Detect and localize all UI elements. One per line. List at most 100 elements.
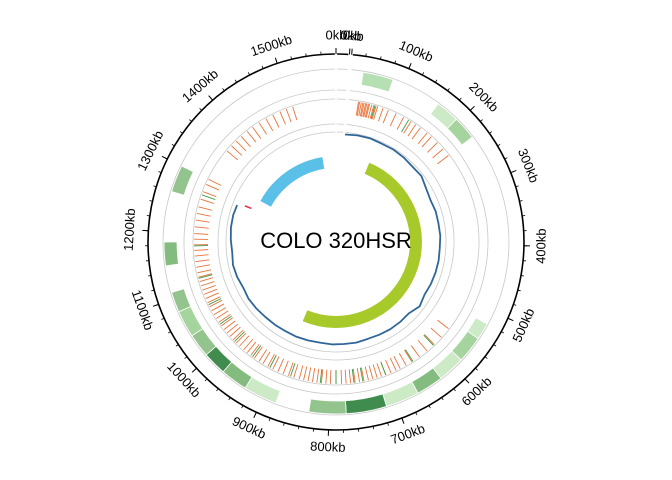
minor-tick	[290, 56, 292, 60]
variant-tick	[258, 349, 268, 362]
gene-block	[446, 118, 473, 146]
minor-tick	[517, 289, 521, 292]
variant-tick	[320, 369, 324, 384]
variant-tick	[196, 212, 211, 217]
tick-label: 1200kb	[121, 208, 139, 251]
inner-arc-track	[260, 157, 422, 328]
major-tick	[253, 412, 257, 418]
variant-tick	[378, 107, 384, 122]
variant-tick	[340, 369, 343, 384]
major-tick	[510, 169, 517, 174]
minor-tick	[489, 131, 493, 134]
variant-tick	[277, 358, 285, 372]
variant-tick	[195, 259, 210, 263]
variant-tick	[201, 194, 216, 200]
variant-tick	[344, 369, 347, 384]
variant-tick	[206, 184, 220, 191]
minor-tick	[435, 79, 438, 83]
variant-tick	[252, 126, 262, 139]
variant-tick	[213, 307, 227, 316]
variant-tick	[407, 124, 417, 137]
variant-tick	[303, 366, 308, 381]
variant-tick	[265, 118, 274, 131]
variant-tick	[364, 103, 369, 118]
variant-tick	[194, 254, 209, 257]
variant-tick	[423, 334, 434, 346]
minor-tick	[175, 344, 179, 347]
variant-tick	[272, 114, 280, 128]
minor-tick	[283, 422, 285, 426]
variant-tick	[352, 368, 356, 383]
variant-tick	[287, 362, 294, 376]
minor-tick	[441, 397, 444, 401]
minor-tick	[380, 56, 382, 60]
variant-tick	[373, 106, 379, 120]
minor-tick	[151, 289, 155, 292]
major-tick	[351, 48, 353, 55]
variant-tick	[307, 367, 312, 382]
minor-tick	[421, 72, 425, 76]
variant-tick	[226, 150, 239, 161]
variant-tick	[410, 345, 420, 358]
variant-tick	[389, 113, 397, 127]
variant-tick	[205, 292, 219, 299]
variant-tick	[370, 105, 376, 120]
major-tick	[191, 367, 197, 373]
variant-tick	[198, 274, 213, 279]
minor-tick	[216, 388, 219, 392]
variant-tick	[430, 327, 442, 338]
variant-tick	[437, 155, 449, 165]
track-border	[192, 98, 480, 386]
major-tick	[274, 57, 278, 64]
minor-tick	[484, 356, 488, 359]
variant-tick	[404, 349, 413, 363]
inner-arc	[260, 157, 325, 207]
variant-tick	[319, 369, 323, 384]
variant-tick	[432, 148, 444, 159]
variant-tick	[200, 281, 215, 287]
major-tick	[464, 378, 470, 384]
track-border	[225, 131, 447, 353]
variant-tick	[195, 219, 210, 223]
variant-tick	[401, 119, 410, 133]
variant-tick	[380, 361, 387, 376]
variant-tick	[316, 368, 320, 383]
minor-tick	[261, 65, 264, 69]
minor-tick	[158, 171, 162, 174]
variant-tick	[211, 303, 225, 312]
major-tick	[161, 155, 168, 160]
variant-tick	[285, 108, 292, 123]
major-tick	[401, 417, 405, 424]
variant-tick	[240, 136, 251, 148]
gene-block	[163, 241, 179, 267]
variant-tick	[372, 364, 378, 379]
minor-tick	[394, 60, 397, 64]
minor-tick	[387, 422, 389, 426]
variant-tick	[427, 142, 438, 153]
variant-tick	[421, 136, 432, 148]
variant-tick	[203, 288, 218, 295]
variant-tick	[254, 346, 263, 359]
marker-tick	[244, 205, 252, 210]
track-border	[183, 89, 489, 395]
tick-label: 500kb	[509, 306, 537, 344]
gene-block	[171, 165, 194, 196]
minor-tick	[520, 275, 525, 277]
variant-tick	[437, 319, 449, 329]
variant-tick	[207, 296, 221, 304]
minor-tick	[222, 88, 225, 92]
tick-label: 100kb	[397, 37, 435, 65]
variant-tick	[371, 105, 377, 120]
tick-label: 0kb	[326, 27, 347, 42]
variant-tick	[329, 369, 332, 384]
major-tick	[408, 62, 412, 69]
gene-block	[308, 398, 347, 415]
tick-label: 0kb	[342, 27, 364, 44]
variant-tick	[194, 233, 209, 235]
tick-label: 0kb	[340, 27, 362, 43]
variant-tick	[216, 310, 229, 319]
variant-tick	[232, 329, 244, 341]
variant-tick	[385, 359, 392, 374]
variant-tick	[389, 357, 397, 371]
variant-tick	[269, 355, 277, 368]
